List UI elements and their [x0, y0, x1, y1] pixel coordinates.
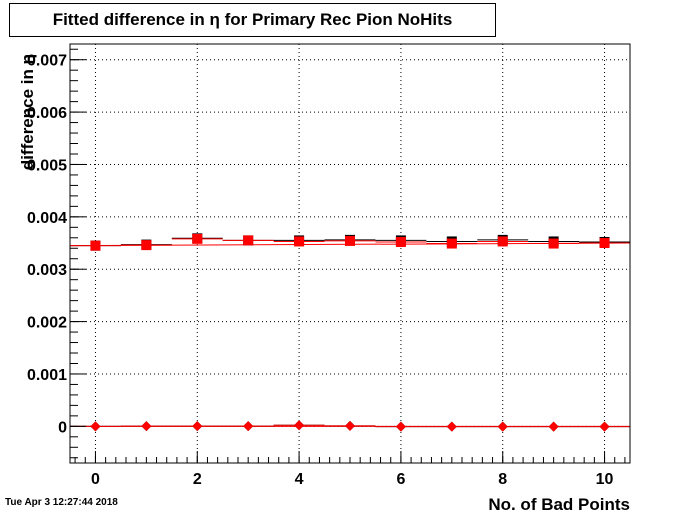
- x-tick-label: 2: [193, 471, 202, 488]
- data-point-square: [294, 236, 305, 247]
- x-tick-label: 10: [596, 471, 614, 488]
- data-point-diamond: [141, 421, 152, 432]
- data-point-square: [141, 240, 152, 251]
- data-point-square: [192, 233, 203, 244]
- y-tick-label: 0.002: [27, 315, 67, 332]
- data-point-square: [599, 238, 610, 249]
- chart-title: Fitted difference in η for Primary Rec P…: [9, 3, 496, 37]
- data-point-square: [446, 238, 457, 249]
- x-tick-label: 0: [91, 471, 100, 488]
- x-axis-title: No. of Bad Points: [488, 495, 630, 514]
- y-axis-title: difference in η: [18, 54, 37, 170]
- data-point-square: [345, 235, 355, 246]
- data-point-square: [90, 240, 101, 251]
- data-point-square: [548, 238, 559, 249]
- fit-lines: [69, 242, 631, 427]
- axis-ticks: [70, 48, 626, 463]
- data-point-diamond: [243, 421, 254, 432]
- plot-frame: [69, 43, 631, 464]
- data-point-square: [395, 236, 406, 247]
- tick-labels: 0 2 4 6 8 10 0 0.001 0.002 0.003 0.004 0.005 0.006 0.…: [27, 53, 614, 488]
- y-tick-label: 0.004: [27, 210, 67, 227]
- data-point-diamond: [446, 421, 457, 432]
- x-tick-label: 4: [295, 471, 304, 488]
- y-tick-label: 0.001: [27, 367, 67, 384]
- data-point-diamond: [395, 421, 406, 432]
- x-tick-label: 8: [498, 471, 507, 488]
- data-point-diamond: [548, 421, 559, 432]
- data-point-diamond: [345, 420, 355, 431]
- data-point-square: [497, 236, 508, 247]
- x-tick-label: 6: [396, 471, 405, 488]
- data-point-diamond: [192, 421, 203, 432]
- y-tick-label: 0.003: [27, 262, 67, 279]
- data-point-diamond: [294, 420, 305, 431]
- data-point-diamond: [497, 421, 508, 432]
- data-point-square: [243, 235, 254, 246]
- data-point-diamond: [599, 421, 610, 432]
- timestamp: Tue Apr 3 12:27:44 2018: [5, 497, 118, 508]
- grid-lines: [70, 44, 630, 463]
- y-tick-label: 0.006: [27, 105, 67, 122]
- y-tick-label: 0: [58, 419, 67, 436]
- data-points: [70, 233, 630, 432]
- data-point-diamond: [90, 421, 101, 432]
- y-tick-label: 0.007: [27, 53, 67, 70]
- y-tick-label: 0.005: [27, 157, 67, 174]
